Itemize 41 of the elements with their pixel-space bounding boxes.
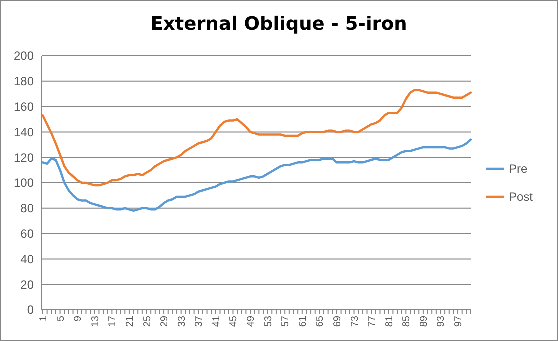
x-tick-label: 73: [350, 316, 361, 328]
x-tick-label: 41: [211, 316, 222, 328]
x-tick-label: 33: [176, 316, 188, 328]
x-tick-label: 65: [315, 316, 326, 328]
x-tick-label: 21: [124, 316, 136, 328]
x-tick-label: 93: [436, 316, 448, 328]
y-tick-label: 100: [14, 176, 34, 190]
x-tick-label: 9: [73, 316, 84, 322]
legend-label: Pre: [509, 162, 528, 176]
y-tick-label: 160: [14, 100, 34, 114]
x-tick-label: 49: [246, 316, 258, 328]
x-tick-label: 13: [90, 316, 102, 328]
x-tick-label: 53: [263, 316, 274, 328]
x-tick-label: 1: [38, 316, 50, 322]
line-series: [42, 138, 472, 212]
y-tick-label: 140: [14, 125, 34, 140]
chart-title: External Oblique - 5-iron: [150, 14, 408, 35]
x-tick-label: 77: [367, 316, 378, 328]
x-tick-label: 97: [454, 316, 465, 328]
y-tick-label: 180: [14, 74, 34, 89]
x-tick-label: 29: [160, 316, 171, 328]
x-tick-label: 89: [418, 316, 430, 328]
x-tick-label: 25: [142, 316, 154, 328]
y-tick-label: 60: [20, 227, 34, 241]
y-tick-label: 120: [14, 150, 34, 165]
y-tick-label: 200: [14, 49, 34, 64]
y-tick-label: 0: [27, 303, 34, 318]
x-tick-label: 5: [56, 316, 67, 322]
y-tick-label: 20: [20, 278, 34, 292]
x-tick-label: 37: [194, 316, 206, 328]
x-tick-label: 61: [298, 316, 309, 328]
x-tick-label: 81: [384, 316, 396, 328]
y-tick-label: 80: [20, 202, 34, 216]
x-tick-label: 45: [228, 316, 240, 328]
x-tick-label: 57: [280, 316, 292, 328]
x-tick-label: 85: [402, 316, 413, 328]
y-tick-label: 40: [20, 252, 34, 266]
line-series: [42, 89, 472, 187]
x-tick-label: 69: [332, 316, 344, 328]
legend-label: Post: [509, 190, 534, 204]
x-tick-label: 17: [108, 316, 119, 328]
